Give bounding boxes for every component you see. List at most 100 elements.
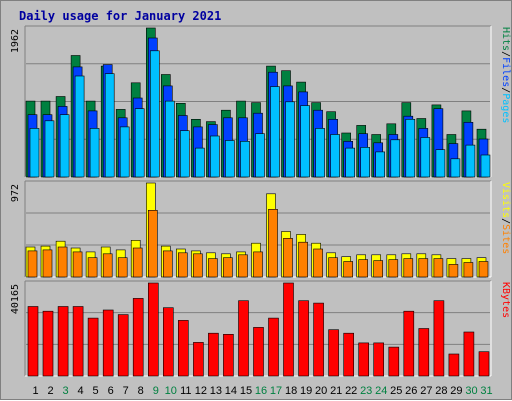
day-label-23: 23 <box>360 385 372 397</box>
bar-sites-day-16 <box>253 251 263 278</box>
day-label-22: 22 <box>345 385 357 397</box>
bar-kbytes-day-29 <box>448 353 460 377</box>
bar-kbytes-day-2 <box>42 310 54 377</box>
bar-pages-day-22 <box>345 147 356 178</box>
bar-sites-day-7 <box>117 257 128 278</box>
bar-kbytes-day-27 <box>418 328 430 377</box>
bar-sites-day-9 <box>148 210 158 278</box>
legend-entry: Pages <box>500 93 511 123</box>
bar-pages-day-9 <box>150 50 160 178</box>
bar-sites-day-13 <box>208 258 218 278</box>
bar-kbytes-day-24 <box>373 342 385 377</box>
day-label-6: 6 <box>108 385 114 397</box>
day-label-30: 30 <box>465 385 477 397</box>
legend-entry: Sites <box>500 224 511 254</box>
day-label-19: 19 <box>300 385 312 397</box>
bar-sites-day-6 <box>102 253 113 278</box>
bar-sites-day-17 <box>268 209 278 278</box>
bar-kbytes-day-5 <box>87 317 99 377</box>
day-label-18: 18 <box>285 385 297 397</box>
bar-kbytes-day-17 <box>268 317 279 377</box>
legend-entry: Files <box>500 57 511 87</box>
panel-visits-sites: 972 Visits/Sites <box>10 180 511 278</box>
day-label-8: 8 <box>138 385 144 397</box>
bar-pages-day-5 <box>89 128 100 178</box>
chart-title: Daily usage for January 2021 <box>19 9 221 23</box>
bar-kbytes-day-14 <box>223 333 234 377</box>
bar-sites-day-15 <box>238 254 248 278</box>
bar-kbytes-day-7 <box>117 314 129 377</box>
day-label-21: 21 <box>330 385 342 397</box>
day-label-28: 28 <box>435 385 447 397</box>
day-label-14: 14 <box>225 385 237 397</box>
legend: KBytes <box>500 282 511 318</box>
day-label-31: 31 <box>480 385 492 397</box>
day-label-10: 10 <box>165 385 177 397</box>
day-label-17: 17 <box>270 385 282 397</box>
bar-pages-day-19 <box>300 105 310 178</box>
bar-sites-day-8 <box>132 247 143 278</box>
bar-pages-day-24 <box>375 151 386 178</box>
legend-entry: KBytes <box>500 282 511 318</box>
bar-pages-day-26 <box>405 119 416 178</box>
bar-sites-day-29 <box>448 264 459 278</box>
bar-sites-day-22 <box>343 261 354 278</box>
bar-pages-day-2 <box>44 120 55 178</box>
bar-sites-day-26 <box>403 258 414 278</box>
bar-kbytes-day-3 <box>57 306 69 377</box>
day-label-24: 24 <box>375 385 387 397</box>
bar-pages-day-23 <box>360 147 371 178</box>
bar-kbytes-day-4 <box>72 306 84 377</box>
bar-kbytes-day-25 <box>388 346 400 377</box>
series-pages <box>29 50 491 178</box>
bar-pages-day-10 <box>165 100 175 178</box>
bar-pages-day-21 <box>330 134 340 178</box>
bar-pages-day-29 <box>450 158 461 178</box>
bar-pages-day-14 <box>225 140 235 178</box>
bar-pages-day-11 <box>180 130 190 178</box>
day-label-11: 11 <box>180 385 191 397</box>
day-label-27: 27 <box>420 385 432 397</box>
bar-kbytes-day-31 <box>478 351 490 377</box>
bar-pages-day-25 <box>390 139 401 178</box>
bar-pages-day-4 <box>74 75 85 178</box>
bar-pages-day-17 <box>270 86 280 178</box>
bar-sites-day-27 <box>418 258 429 278</box>
day-label-16: 16 <box>255 385 267 397</box>
bar-pages-day-20 <box>315 128 325 178</box>
legend-entry: / <box>500 218 511 224</box>
bar-kbytes-day-21 <box>328 329 339 377</box>
bar-pages-day-28 <box>435 149 446 178</box>
bar-pages-day-18 <box>285 101 295 178</box>
bar-sites-day-12 <box>193 253 203 278</box>
day-label-5: 5 <box>93 385 99 397</box>
bar-sites-day-19 <box>298 241 308 278</box>
bar-kbytes-day-16 <box>253 327 264 377</box>
day-label-20: 20 <box>315 385 327 397</box>
bar-pages-day-1 <box>29 128 40 178</box>
bar-pages-day-7 <box>119 126 130 178</box>
bar-sites-day-23 <box>358 259 369 278</box>
bar-pages-day-31 <box>480 154 491 178</box>
series-sites <box>27 209 489 278</box>
bar-pages-day-8 <box>134 108 145 178</box>
day-label-26: 26 <box>405 385 417 397</box>
bar-sites-day-21 <box>328 257 338 278</box>
ymax-label: 40165 <box>10 284 21 314</box>
bar-kbytes-day-23 <box>358 342 370 377</box>
day-label-29: 29 <box>450 385 462 397</box>
legend: Visits/Sites <box>500 182 511 254</box>
day-label-13: 13 <box>210 385 222 397</box>
bar-pages-day-3 <box>59 114 70 178</box>
bar-kbytes-day-13 <box>208 332 219 377</box>
legend-entry: Hits <box>500 27 511 51</box>
bar-sites-day-25 <box>388 259 399 278</box>
bar-sites-day-28 <box>433 258 444 278</box>
bar-kbytes-day-8 <box>132 298 144 377</box>
bar-sites-day-2 <box>42 249 53 278</box>
bar-kbytes-day-9 <box>148 282 159 377</box>
bar-sites-day-14 <box>223 257 233 278</box>
bar-sites-day-24 <box>373 260 384 278</box>
series-kbytes <box>27 282 490 377</box>
